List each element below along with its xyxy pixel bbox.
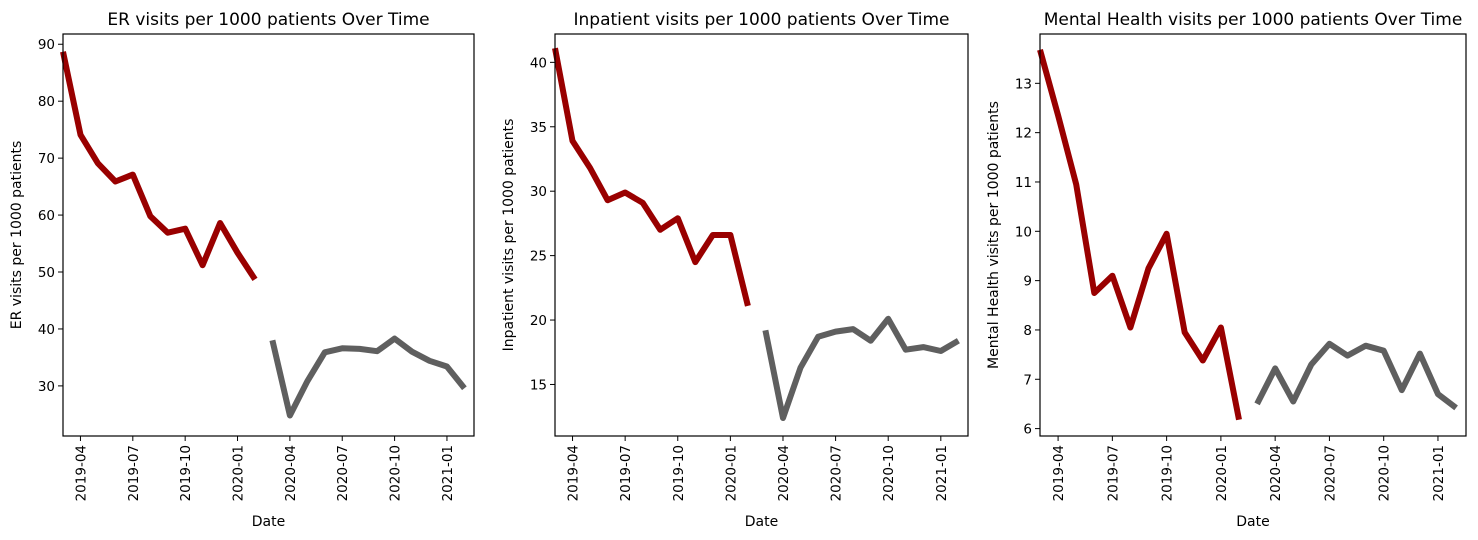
plot-frame <box>554 33 969 437</box>
y-tick-label: 50 <box>38 265 55 281</box>
y-tick-label: 80 <box>38 94 55 110</box>
x-axis-label: Date <box>1236 514 1269 530</box>
chart-title: Inpatient visits per 1000 patients Over … <box>574 10 950 30</box>
y-axis-label: Inpatient visits per 1000 patients <box>501 119 517 352</box>
x-tick-label: 2020-01 <box>1214 445 1230 501</box>
x-tick-label: 2019-10 <box>178 445 194 501</box>
y-tick-label: 9 <box>1023 274 1032 290</box>
y-tick-label: 25 <box>530 249 547 265</box>
x-tick-label: 2020-04 <box>776 445 792 501</box>
series-line-pre-period <box>60 51 258 282</box>
y-tick-label: 15 <box>530 377 547 393</box>
y-tick-label: 40 <box>530 55 547 71</box>
x-tick-label: 2020-07 <box>335 445 351 501</box>
series-line-pre-period <box>552 47 751 307</box>
y-tick-label: 7 <box>1023 372 1032 388</box>
y-tick-label: 40 <box>38 322 55 338</box>
x-tick-label: 2020-07 <box>1322 445 1338 501</box>
y-tick-label: 12 <box>1015 126 1032 142</box>
y-tick-label: 35 <box>530 120 547 136</box>
x-tick-label: 2020-10 <box>388 445 404 501</box>
series-line-post-period <box>762 315 960 421</box>
y-axis-label: ER visits per 1000 patients <box>9 141 25 330</box>
chart-panel-1: ER visits per 1000 patients Over Time ER … <box>9 10 475 530</box>
x-tick-label: 2021-01 <box>1431 445 1447 501</box>
x-tick-label: 2019-04 <box>1051 445 1067 501</box>
y-tick-label: 30 <box>530 184 547 200</box>
chart-panel-3: Mental Health visits per 1000 patients O… <box>986 10 1467 530</box>
x-tick-label: 2019-07 <box>1105 445 1121 501</box>
x-tick-label: 2020-04 <box>283 445 299 501</box>
y-tick-label: 13 <box>1015 76 1032 92</box>
plot-frame <box>62 33 475 437</box>
y-tick-label: 30 <box>38 379 55 395</box>
x-tick-label: 2020-01 <box>723 445 739 501</box>
x-tick-label: 2019-04 <box>566 445 582 501</box>
chart-title: Mental Health visits per 1000 patients O… <box>1044 10 1463 30</box>
y-tick-label: 8 <box>1023 323 1032 339</box>
y-tick-label: 11 <box>1015 175 1032 191</box>
x-axis-label: Date <box>252 514 285 530</box>
y-tick-label: 90 <box>38 37 55 53</box>
x-tick-label: 2020-07 <box>829 445 845 501</box>
x-tick-label: 2021-01 <box>440 445 456 501</box>
y-axis-label: Mental Health visits per 1000 patients <box>986 101 1002 369</box>
y-tick-label: 60 <box>38 208 55 224</box>
plot-frame <box>1039 33 1467 437</box>
y-tick-label: 20 <box>530 313 547 329</box>
chart-title: ER visits per 1000 patients Over Time <box>107 10 429 30</box>
x-tick-label: 2020-04 <box>1268 445 1284 501</box>
series-line-pre-period <box>1037 49 1242 421</box>
series-line-post-period <box>1254 340 1458 411</box>
y-tick-label: 70 <box>38 151 55 167</box>
x-tick-label: 2019-10 <box>671 445 687 501</box>
x-axis-label: Date <box>745 514 778 530</box>
x-tick-label: 2020-10 <box>1377 445 1393 501</box>
y-tick-label: 6 <box>1023 422 1032 438</box>
x-tick-label: 2019-10 <box>1160 445 1176 501</box>
y-tick-label: 10 <box>1015 224 1032 240</box>
series-line-post-period <box>269 335 467 419</box>
x-tick-label: 2021-01 <box>934 445 950 501</box>
x-tick-label: 2020-01 <box>231 445 247 501</box>
x-tick-label: 2019-07 <box>618 445 634 501</box>
x-tick-label: 2019-07 <box>126 445 142 501</box>
x-tick-label: 2019-04 <box>73 445 89 501</box>
x-tick-label: 2020-10 <box>881 445 897 501</box>
chart-panel-2: Inpatient visits per 1000 patients Over … <box>501 10 969 530</box>
